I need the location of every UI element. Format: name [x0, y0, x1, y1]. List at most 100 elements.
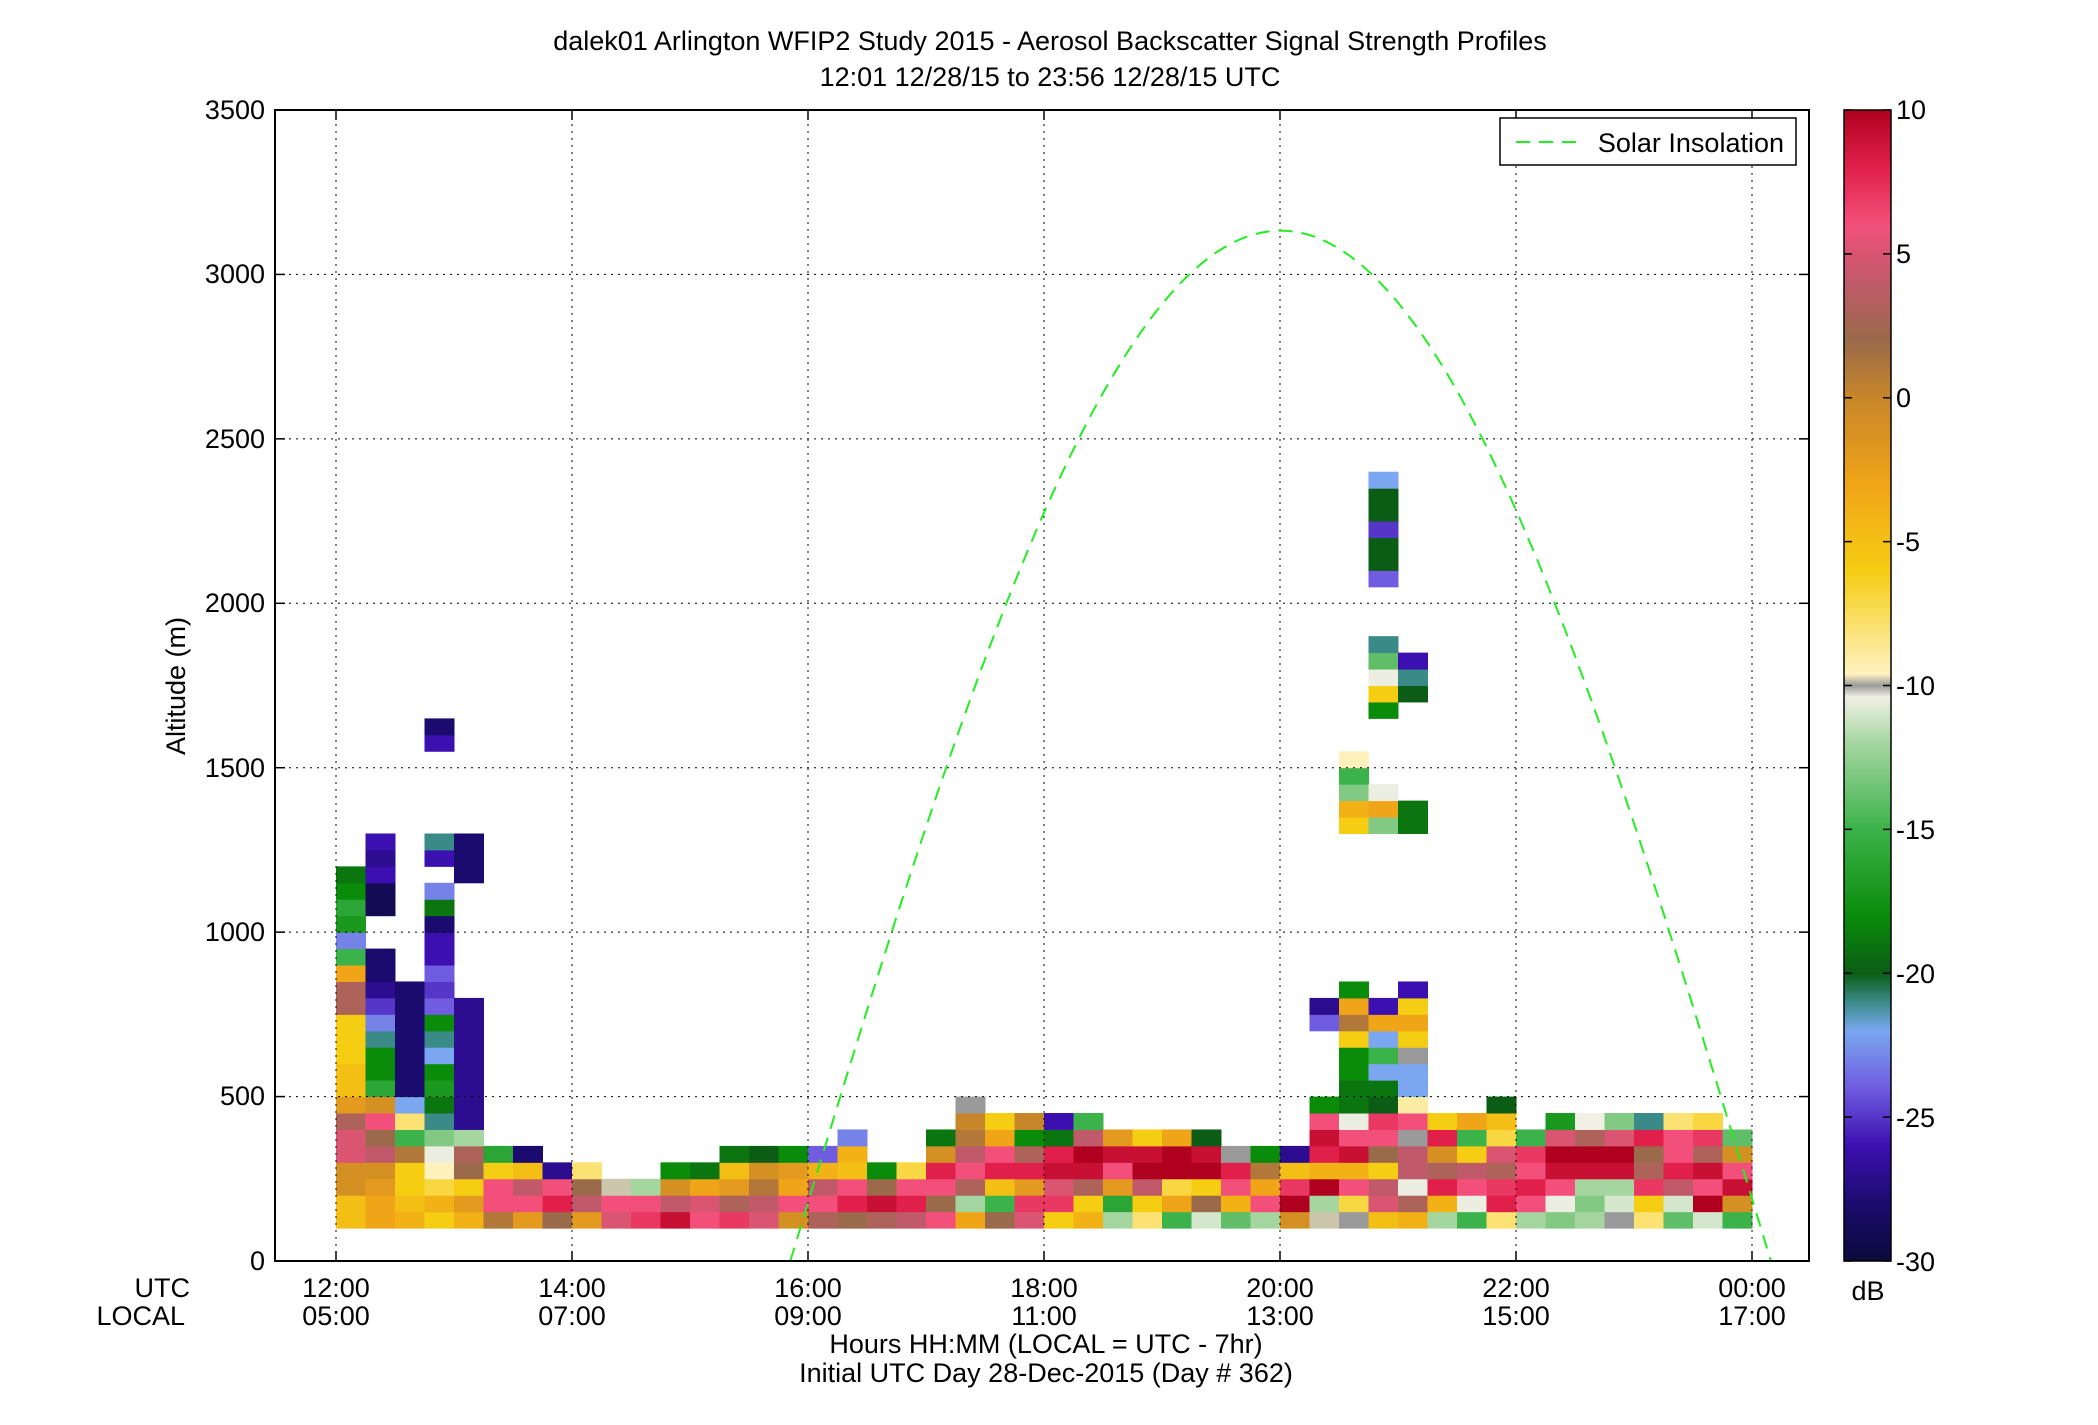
heatmap-cell	[1427, 1113, 1458, 1130]
heatmap-cell	[1575, 1162, 1605, 1180]
heatmap-cell	[1191, 1129, 1222, 1147]
heatmap-cell	[955, 1096, 986, 1114]
heatmap-cell	[1368, 636, 1399, 654]
heatmap-cell	[1309, 1014, 1340, 1032]
heatmap-cell	[1044, 1178, 1074, 1196]
heatmap-cell	[1309, 1113, 1340, 1130]
heatmap-cell	[1398, 1162, 1428, 1180]
heatmap-cell	[1486, 1178, 1517, 1196]
heatmap-cell	[1634, 1195, 1664, 1213]
heatmap-cell	[719, 1162, 750, 1180]
heatmap-cell	[1073, 1145, 1104, 1163]
heatmap-cell	[1339, 767, 1369, 785]
heatmap-cell	[1339, 1030, 1369, 1048]
local-row-label: LOCAL	[96, 1301, 185, 1331]
heatmap-cell	[336, 882, 366, 900]
heatmap-cell	[454, 1162, 484, 1180]
heatmap-cell	[336, 1162, 366, 1196]
heatmap-cell	[1604, 1129, 1635, 1147]
heatmap-cell	[749, 1145, 779, 1163]
colorbar-tick-label: 0	[1896, 383, 1911, 413]
heatmap-cell	[808, 1178, 838, 1196]
heatmap-cell	[1339, 751, 1369, 769]
heatmap-cell	[1309, 1211, 1340, 1229]
heatmap-cell	[1604, 1162, 1635, 1180]
y-tick-label: 3500	[205, 95, 265, 125]
heatmap-cell	[1162, 1178, 1192, 1196]
heatmap-cell	[1132, 1129, 1163, 1147]
heatmap-cell	[867, 1195, 897, 1213]
heatmap-cell	[542, 1162, 573, 1180]
grid-lines	[275, 109, 1809, 1262]
heatmap-cell	[454, 1178, 484, 1196]
heatmap-cell	[1309, 1096, 1340, 1114]
utc-tick-label: 12:00	[302, 1273, 370, 1303]
heatmap-cell	[1280, 1178, 1310, 1196]
heatmap-cell	[926, 1129, 956, 1147]
heatmap-cell	[1663, 1129, 1694, 1147]
heatmap-cell	[867, 1178, 897, 1196]
heatmap-cell	[1427, 1211, 1458, 1229]
chart-subtitle: 12:01 12/28/15 to 23:56 12/28/15 UTC	[820, 62, 1281, 92]
heatmap-cell	[1663, 1211, 1694, 1229]
heatmap-cell	[483, 1178, 514, 1213]
heatmap-cell	[1693, 1145, 1723, 1163]
heatmap-cell	[1486, 1113, 1517, 1130]
heatmap-cell	[1693, 1113, 1723, 1130]
heatmap-cell	[1575, 1211, 1605, 1229]
heatmap-cell	[1339, 1113, 1369, 1130]
heatmap-cell	[1191, 1211, 1222, 1229]
heatmap-cell	[837, 1145, 868, 1163]
heatmap-cell	[1221, 1162, 1251, 1180]
heatmap-cell	[1663, 1178, 1694, 1196]
heatmap-cell	[1516, 1195, 1546, 1213]
heatmap-cell	[690, 1195, 720, 1213]
heatmap-cell	[1221, 1178, 1251, 1196]
heatmap-cell	[513, 1178, 543, 1196]
heatmap-cell	[424, 1113, 455, 1130]
heatmap-cell	[1486, 1096, 1517, 1114]
heatmap-cell	[985, 1178, 1015, 1196]
heatmap-cell	[955, 1211, 986, 1229]
heatmap-cell	[365, 1129, 396, 1147]
heatmap-cell	[1368, 488, 1399, 522]
heatmap-cell	[1162, 1162, 1192, 1180]
heatmap-cell	[985, 1162, 1015, 1180]
heatmap-cell	[926, 1195, 956, 1213]
heatmap-cell	[1280, 1211, 1310, 1229]
heatmap-cell	[1663, 1162, 1694, 1180]
heatmap-cell	[1368, 521, 1399, 539]
utc-tick-label: 16:00	[774, 1273, 842, 1303]
heatmap-cell	[837, 1178, 868, 1196]
heatmap-cell	[749, 1211, 779, 1229]
heatmap-cell	[1722, 1162, 1753, 1180]
heatmap-cell	[926, 1145, 956, 1163]
heatmap-cell	[424, 965, 455, 982]
heatmap-cell	[395, 1145, 425, 1163]
heatmap-cell	[1722, 1178, 1753, 1196]
heatmap-cell	[1634, 1129, 1664, 1147]
heatmap-cell	[365, 997, 396, 1015]
heatmap-cell	[1722, 1195, 1753, 1213]
heatmap-cell	[424, 1047, 455, 1065]
heatmap-cell	[424, 734, 455, 752]
heatmap-cell	[1132, 1162, 1163, 1180]
heatmap-cell	[1545, 1178, 1576, 1196]
heatmap-cell	[424, 1080, 455, 1098]
heatmap-cell	[1309, 997, 1340, 1015]
heatmap-cell	[778, 1145, 809, 1163]
heatmap-cell	[336, 932, 366, 950]
legend: Solar Insolation	[1499, 117, 1797, 166]
heatmap-cell	[1457, 1195, 1487, 1213]
utc-tick-label: 22:00	[1482, 1273, 1550, 1303]
utc-row-label: UTC	[135, 1273, 191, 1303]
heatmap-cell	[1368, 784, 1399, 802]
heatmap-cell	[1486, 1211, 1517, 1229]
heatmap-cell	[1604, 1195, 1635, 1213]
heatmap-cell	[424, 882, 455, 900]
heatmap-cell	[808, 1145, 838, 1163]
heatmap-cell	[1309, 1145, 1340, 1163]
heatmap-cell	[1663, 1113, 1694, 1130]
heatmap-cell	[424, 997, 455, 1015]
heatmap-cell	[1693, 1162, 1723, 1180]
